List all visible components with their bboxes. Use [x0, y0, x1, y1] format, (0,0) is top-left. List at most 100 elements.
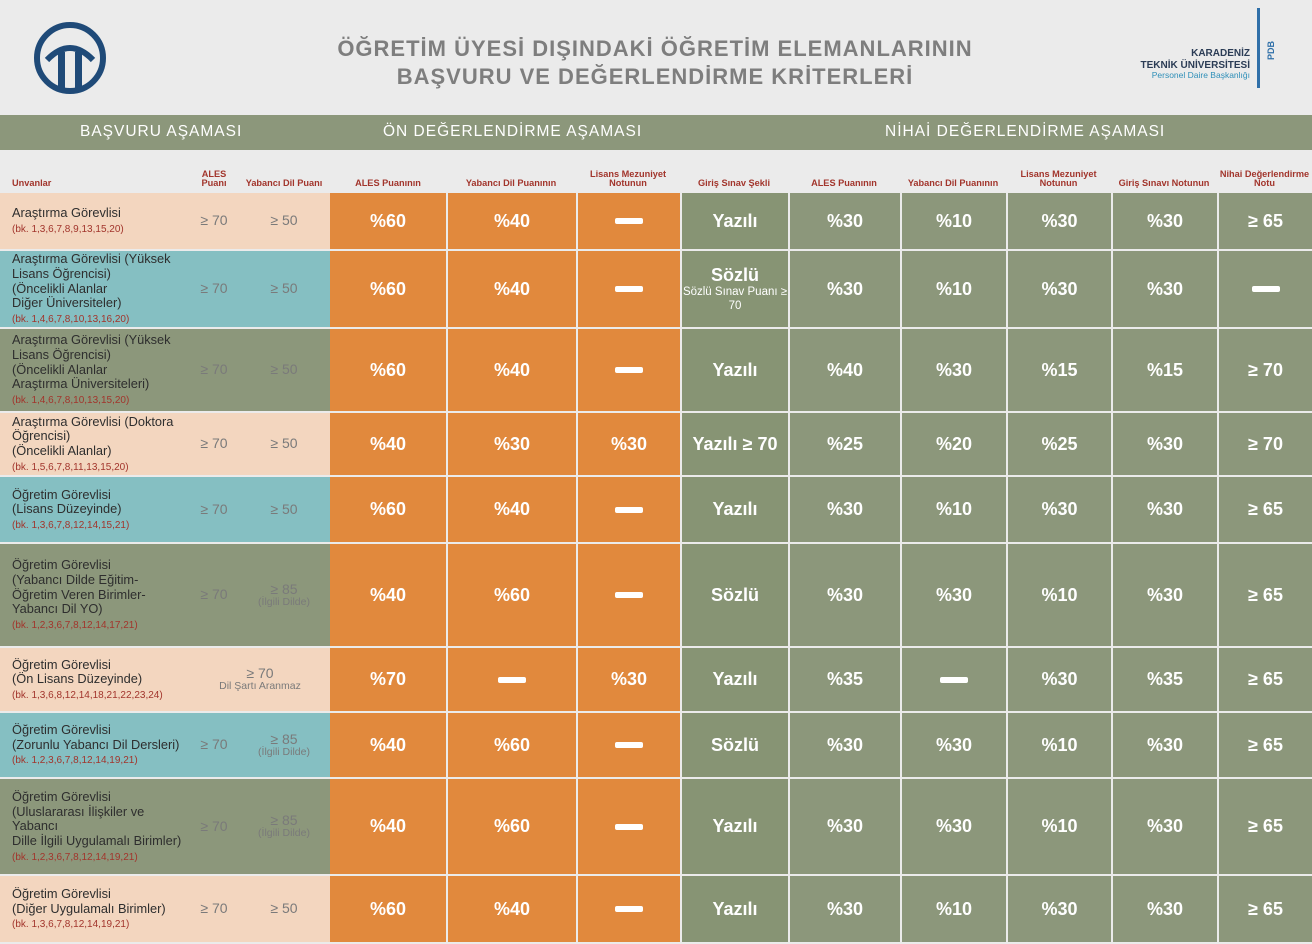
row-2 [0, 251, 330, 327]
on-dil-value: %40 [493, 210, 531, 231]
on-lisans-cell [578, 329, 680, 411]
on-lisans-cell [578, 779, 680, 874]
n-lisans-value: %30 [1041, 499, 1078, 519]
ales-requirement: ≥ 70 [190, 413, 238, 475]
n-nihai-value: ≥ 65 [1248, 584, 1283, 605]
language-note: (İlgili Dilde) [258, 595, 310, 608]
university-brand: KARADENİZ TEKNİK ÜNİVERSİTESİ Personel D… [1120, 48, 1250, 81]
row-title: Araştırma Görevlisi (Doktora Öğrencisi)(… [0, 413, 190, 475]
on-ales-value: %60 [369, 499, 407, 519]
language-requirement: ≥ 85 (İlgili Dilde) [238, 779, 330, 874]
n-dil-value: %20 [935, 433, 973, 454]
language-requirement: ≥ 50 [238, 251, 330, 327]
n-giris-value: %30 [1146, 584, 1184, 605]
col-header-label: Giriş Sınavı Notunun [1118, 177, 1210, 188]
n-nihai-value: ≥ 65 [1248, 734, 1283, 755]
on-lisans-dash [615, 286, 643, 292]
n-dil-cell: %10 [902, 193, 1006, 249]
ales-requirement: ≥ 70 [190, 193, 238, 249]
language-requirement: ≥ 50 [238, 329, 330, 411]
title-line-2: (Lisans Düzeyinde) [12, 501, 122, 517]
on-lisans-cell: %30 [578, 648, 680, 711]
row-title: Araştırma Görevlisi (Yüksek Lisans Öğren… [0, 329, 190, 411]
n-dil-cell: %30 [902, 713, 1006, 777]
ales-requirement-value: ≥ 70 [200, 212, 228, 229]
col-header-label: ALES Puanı [201, 168, 227, 188]
giris-sekli-value: Sözlü [711, 265, 759, 286]
language-requirement: ≥ 85 (İlgili Dilde) [238, 713, 330, 777]
row-7 [0, 648, 330, 711]
col-header-n-dil: Yabancı Dil Puanının [900, 150, 1006, 193]
n-ales-value: %40 [826, 359, 864, 380]
ales-requirement: ≥ 70 [190, 544, 238, 646]
n-nihai-cell: ≥ 65 [1219, 477, 1312, 542]
n-giris-cell: %30 [1113, 713, 1217, 777]
n-nihai-cell: ≥ 65 [1219, 779, 1312, 874]
on-ales-value: %40 [369, 734, 407, 755]
brand-divider [1257, 8, 1260, 88]
giris-sekli-value: Yazılı [712, 359, 758, 380]
on-dil-cell [448, 648, 576, 711]
n-dil-cell [902, 648, 1006, 711]
language-note: Dil Şartı Aranmaz [219, 680, 301, 693]
on-ales-value: %40 [369, 584, 407, 605]
n-nihai-cell: ≥ 70 [1219, 413, 1312, 475]
section-band [0, 115, 1312, 150]
on-ales-value: %70 [369, 669, 407, 689]
n-ales-value: %30 [826, 499, 864, 519]
row-reference: (bk. 1,3,6,8,12,14,18,21,22,23,24) [12, 689, 163, 701]
language-requirement-value: ≥ 50 [270, 280, 298, 297]
on-ales-cell: %40 [330, 713, 446, 777]
row-title: Öğretim Görevlisi (Lisans Düzeyinde) (bk. … [0, 477, 190, 542]
on-ales-value: %40 [369, 433, 407, 454]
ales-requirement-value: ≥ 70 [200, 736, 228, 753]
n-lisans-value: %10 [1041, 816, 1078, 836]
row-reference: (bk. 1,3,6,7,8,12,14,15,21) [12, 519, 130, 531]
on-dil-cell: %40 [448, 329, 576, 411]
n-giris-cell: %30 [1113, 413, 1217, 475]
on-ales-value: %40 [369, 816, 407, 836]
n-nihai-dash [1251, 286, 1280, 292]
on-lisans-dash [615, 823, 643, 830]
n-dil-cell: %10 [902, 876, 1006, 942]
n-ales-cell: %30 [790, 544, 900, 646]
n-dil-value: %30 [935, 584, 973, 605]
title-line-1: Araştırma Görevlisi (Yüksek Lisans Öğren… [12, 332, 171, 363]
n-giris-cell: %30 [1113, 477, 1217, 542]
ales-requirement: ≥ 70 [190, 876, 238, 942]
col-header-n-ales: ALES Puanının [788, 150, 900, 193]
section-basvuru: BAŞVURU AŞAMASI [80, 123, 243, 140]
n-nihai-cell: ≥ 65 [1219, 193, 1312, 249]
on-ales-cell: %40 [330, 779, 446, 874]
on-ales-cell: %60 [330, 193, 446, 249]
n-ales-value: %30 [826, 734, 864, 755]
title-line-1: Öğretim Görevlisi [12, 656, 111, 672]
col-header-label: Yabancı Dil Puanının [465, 177, 557, 188]
n-giris-value: %30 [1146, 499, 1184, 519]
language-requirement-value: ≥ 50 [270, 361, 298, 378]
row-10 [0, 876, 330, 942]
title-line-1: Araştırma Görevlisi [12, 205, 121, 221]
page-title-line-2: BAŞVURU VE DEĞERLENDİRME KRİTERLERİ [396, 64, 914, 89]
row-1 [0, 193, 330, 249]
column-header-row [0, 150, 1312, 193]
language-requirement-value: ≥ 50 [270, 212, 298, 229]
n-ales-value: %30 [826, 816, 864, 836]
on-dil-cell: %40 [448, 193, 576, 249]
giris-sekli-cell: Yazılı [682, 648, 788, 711]
row-title: Öğretim Görevlisi (Uluslararası İlişkiler… [0, 779, 190, 874]
ales-requirement-value: ≥ 70 [200, 586, 228, 603]
ales-requirement-value: ≥ 70 [200, 500, 228, 517]
col-header-n-lisans: Lisans Mezuniyet Notunun [1006, 150, 1111, 193]
on-dil-cell: %40 [448, 477, 576, 542]
n-lisans-cell: %10 [1008, 713, 1111, 777]
n-nihai-value: ≥ 65 [1248, 210, 1283, 231]
col-header-label: Lisans Mezuniyet Notunun [1020, 168, 1097, 188]
n-giris-value: %15 [1146, 359, 1184, 380]
col-header-label: Yabancı Dil Puanının [907, 177, 999, 188]
language-requirement: ≥ 50 [238, 193, 330, 249]
title-line-1: Öğretim Görevlisi [12, 722, 111, 738]
col-header-yabanci-dil: Yabancı Dil Puanı [238, 150, 330, 193]
n-ales-value: %30 [826, 278, 864, 299]
giris-sekli-value: Yazılı [712, 210, 758, 231]
